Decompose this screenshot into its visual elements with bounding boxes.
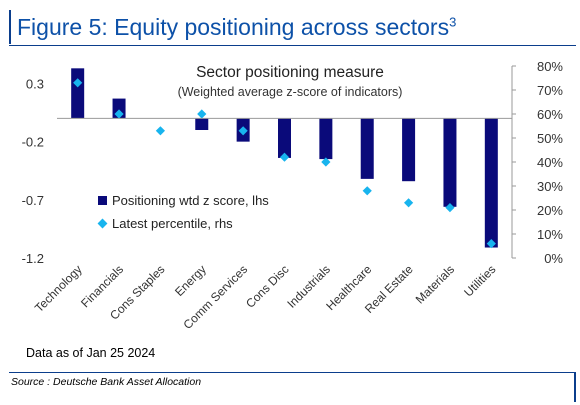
legend-marker-swatch [97,218,108,229]
left-tick-label: 0.3 [26,76,44,91]
category-label: Technology [32,262,85,315]
right-tick-label: 40% [537,155,563,170]
legend-bar-swatch [98,196,107,205]
frame-left-accent [9,10,11,44]
legend-bar-label: Positioning wtd z score, lhs [112,193,269,208]
marker-healthcare [362,186,372,196]
source-note: Source : Deutsche Bank Asset Allocation [11,376,202,388]
marker-energy [197,109,207,119]
data-date-note: Data as of Jan 25 2024 [26,346,156,360]
bar-real-estate [402,118,416,182]
right-tick-label: 0% [544,251,563,266]
bar-energy [195,118,209,130]
right-tick-label: 80% [537,59,563,74]
marker-industrials [321,157,331,167]
figure-title-footnote: 3 [449,14,457,30]
category-label: Utilities [461,262,498,299]
category-label: Materials [413,262,457,306]
legend: Positioning wtd z score, lhs Latest perc… [97,193,269,231]
left-tick-label: -1.2 [22,251,44,266]
right-tick-label: 50% [537,131,563,146]
footer-rule [9,372,576,373]
right-tick-label: 20% [537,203,563,218]
bar-cons-disc [278,118,291,158]
bar-healthcare [360,118,374,179]
marker-utilities [486,239,496,249]
bar-technology [71,68,85,119]
marker-financials [114,109,124,119]
marker-technology [73,78,83,88]
bar-materials [443,118,457,207]
left-tick-label: -0.7 [22,193,44,208]
right-tick-label: 70% [537,83,563,98]
bar-industrials [319,118,333,160]
chart-title: Sector positioning measure [196,64,384,81]
chart-subtitle: (Weighted average z-score of indicators) [178,85,403,99]
right-tick-label: 60% [537,107,563,122]
right-tick-label: 10% [537,227,563,242]
figure-title-text: Figure 5: Equity positioning across sect… [17,14,450,40]
marker-cons-staples [155,126,166,136]
bar-utilities [484,118,498,248]
marker-real-estate [403,198,414,208]
figure-title: Figure 5: Equity positioning across sect… [17,14,456,41]
sector-positioning-chart: Sector positioning measure (Weighted ave… [22,59,564,332]
category-label: Energy [172,262,209,299]
marker-comm-services [238,126,248,136]
frame-right-accent [574,372,576,402]
left-tick-label: -0.2 [22,135,44,150]
header-rule [9,45,576,46]
marker-cons-disc [279,152,290,162]
right-tick-label: 30% [537,179,563,194]
legend-marker-label: Latest percentile, rhs [112,216,233,231]
right-axis-ticks: 0% 10% 20% 30% 40% 50% 60% 70% 80% [512,59,563,266]
left-axis-ticks: 0.3 -0.2 -0.7 -1.2 [22,76,44,266]
bar-series [71,68,498,248]
marker-materials [445,203,455,213]
category-label: Cons Disc [243,262,292,311]
